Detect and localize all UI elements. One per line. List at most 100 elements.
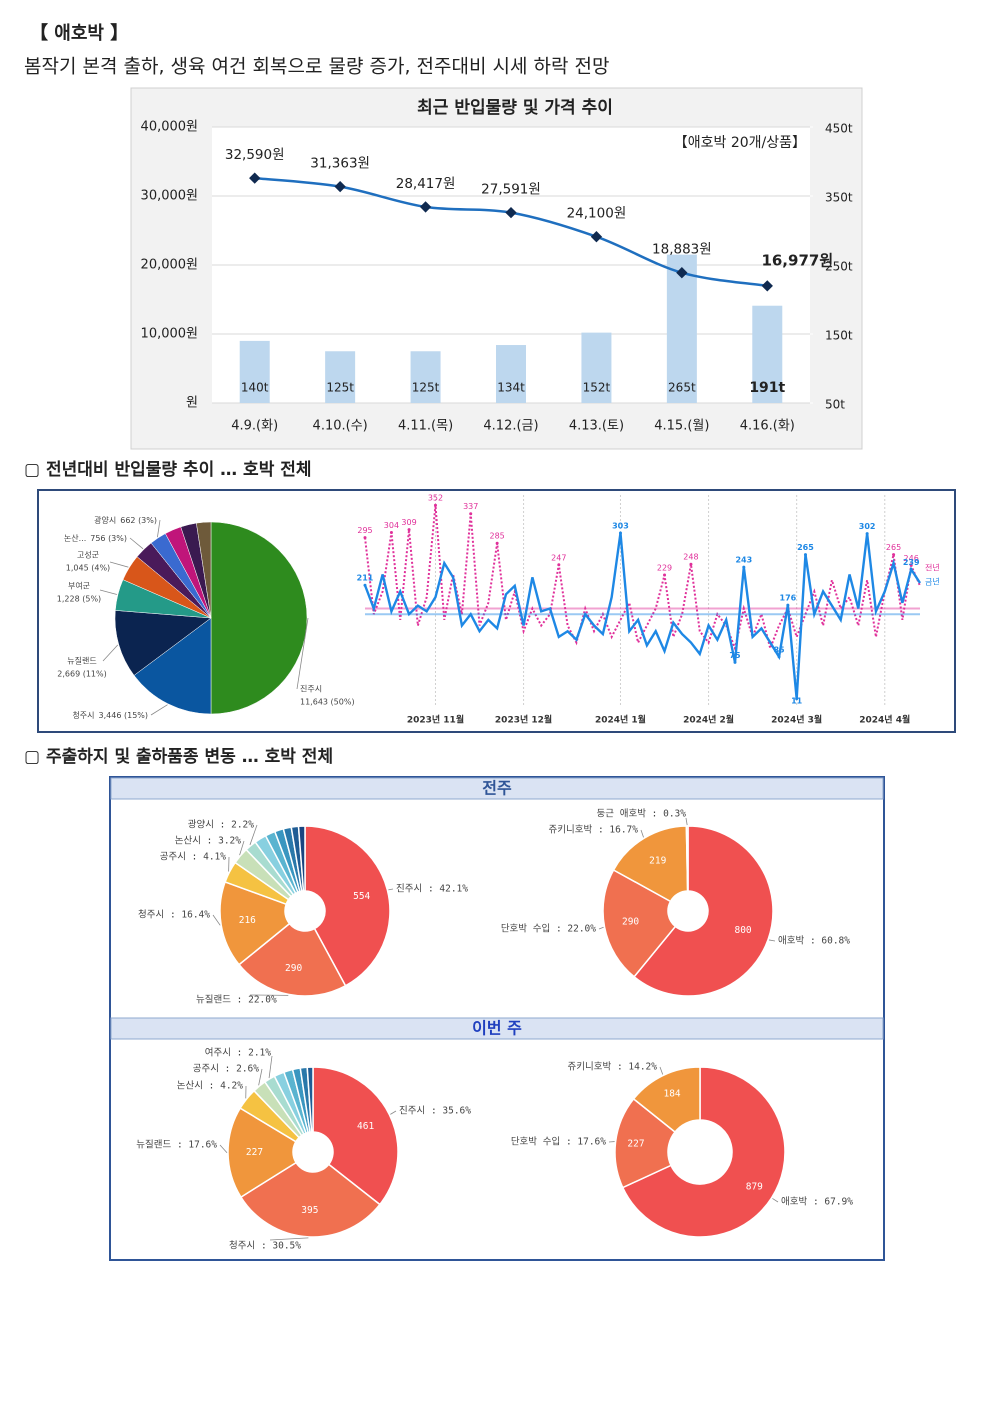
point-label: 248 — [683, 553, 698, 562]
bar-label: 125t — [412, 381, 440, 395]
point-marker — [407, 528, 411, 532]
slice-value: 756 (3%) — [90, 534, 127, 543]
line-marker — [505, 206, 517, 219]
point-label: 85 — [773, 645, 785, 654]
line-marker — [761, 280, 773, 292]
slice-label: 광양시 : 2.2% — [188, 819, 255, 831]
point-marker — [742, 565, 746, 569]
slice-label: 뉴질랜드 : 22.0% — [196, 994, 277, 1006]
point-marker — [909, 567, 913, 571]
slice-label: 고성군 — [77, 551, 99, 560]
bar — [752, 305, 783, 403]
section-heading: ▢ 주출하지 및 출하품종 변동 … 호박 전체 — [24, 747, 333, 767]
leader-line — [212, 914, 221, 926]
leader-line — [249, 824, 258, 846]
panel-title: 전주 — [482, 779, 512, 798]
x-tick-label: 4.15.(월) — [654, 419, 709, 434]
x-tick-label: 4.11.(목) — [398, 419, 453, 434]
slice-label: 청주시 : 30.5% — [229, 1241, 301, 1252]
y-tick-label: 원 — [186, 396, 198, 411]
price-label: 18,883원 — [652, 242, 712, 258]
x-tick-label: 2024년 3월 — [771, 714, 822, 726]
slice-value: 184 — [663, 1088, 680, 1099]
point-marker — [777, 655, 781, 659]
x-tick-label: 2024년 2월 — [683, 714, 734, 726]
line-marker — [334, 180, 346, 193]
point-label: 243 — [735, 556, 752, 565]
leader-line — [102, 644, 119, 662]
slice-label: 부여군 — [68, 581, 90, 591]
bar-label: 134t — [497, 381, 525, 395]
point-label: 75 — [729, 651, 741, 660]
point-label: 211 — [357, 574, 374, 583]
x-tick-label: 4.16.(화) — [740, 419, 795, 434]
pie-slice — [196, 521, 212, 619]
slice-label: 애호박 : 60.8% — [778, 936, 850, 947]
donut-slice — [237, 922, 347, 997]
slice-value: 227 — [627, 1139, 644, 1150]
leader-line — [219, 1144, 228, 1153]
point-label: 285 — [490, 532, 505, 541]
x-tick-label: 4.9.(화) — [231, 419, 278, 434]
point-marker — [689, 562, 693, 566]
price-label: 28,417원 — [396, 176, 456, 192]
donut-hole — [668, 1120, 732, 1184]
point-label: 176 — [780, 594, 797, 603]
point-marker — [495, 541, 499, 545]
point-marker — [733, 660, 737, 664]
point-marker — [557, 563, 561, 567]
bar — [239, 340, 270, 403]
x-tick-label: 4.10.(수) — [313, 419, 368, 434]
bar-label: 265t — [668, 381, 696, 395]
slice-label: 쥬키니호박 : 14.2% — [568, 1062, 658, 1073]
leader-line — [239, 840, 245, 856]
point-marker — [786, 603, 790, 607]
slice-label: 공주시 : 2.6% — [193, 1064, 260, 1075]
point-marker — [433, 503, 437, 507]
leader-line — [388, 888, 394, 891]
point-marker — [469, 512, 473, 516]
price-label: 16,977원 — [761, 251, 833, 269]
slice-value: 800 — [734, 925, 751, 936]
slice-value: 290 — [285, 963, 302, 974]
leader-line — [685, 817, 688, 826]
legend-label: 전년 — [925, 563, 940, 573]
point-marker — [389, 530, 393, 534]
y-tick-label: 20,000원 — [141, 258, 198, 273]
slice-value: 11,643 (50%) — [300, 698, 355, 707]
slice-value: 216 — [239, 915, 256, 926]
point-marker — [892, 553, 896, 557]
slice-label: 쥬키니호박 : 16.7% — [549, 825, 639, 836]
leader-line — [129, 537, 144, 550]
donut-slice — [602, 868, 677, 978]
donut-hole — [285, 891, 325, 931]
slice-value: 461 — [357, 1121, 374, 1132]
panel-title: 이번 주 — [472, 1019, 522, 1038]
leader-line — [258, 1068, 263, 1086]
panel-header — [110, 777, 884, 800]
point-marker — [803, 553, 807, 557]
point-label: 309 — [401, 518, 416, 527]
slice-value: 227 — [246, 1147, 263, 1158]
price-label: 31,363원 — [310, 156, 370, 172]
point-label: 246 — [904, 554, 919, 563]
x-tick-label: 2024년 4월 — [859, 714, 910, 726]
pie-slice — [210, 521, 308, 715]
y-tick-label: 10,000원 — [141, 327, 198, 342]
donut-hole — [293, 1132, 333, 1172]
slice-value: 879 — [746, 1181, 763, 1192]
page-title: 【 애호박 】 — [30, 23, 128, 44]
line-marker — [249, 172, 261, 184]
pie-slice — [133, 617, 212, 715]
summary: 봄작기 본격 출하, 생육 여건 회복으로 물량 증가, 전주대비 시세 하락 … — [24, 56, 609, 78]
y-tick-label: 30,000원 — [141, 189, 198, 204]
bar — [410, 351, 441, 403]
point-label: 295 — [357, 526, 372, 535]
leader-line — [390, 1110, 397, 1115]
series-line — [363, 532, 922, 699]
leader-line — [768, 939, 776, 942]
slice-value: 395 — [301, 1205, 318, 1216]
slice-label: 청주시 — [72, 711, 94, 720]
slice-label: 논산시 : 3.2% — [175, 836, 242, 847]
